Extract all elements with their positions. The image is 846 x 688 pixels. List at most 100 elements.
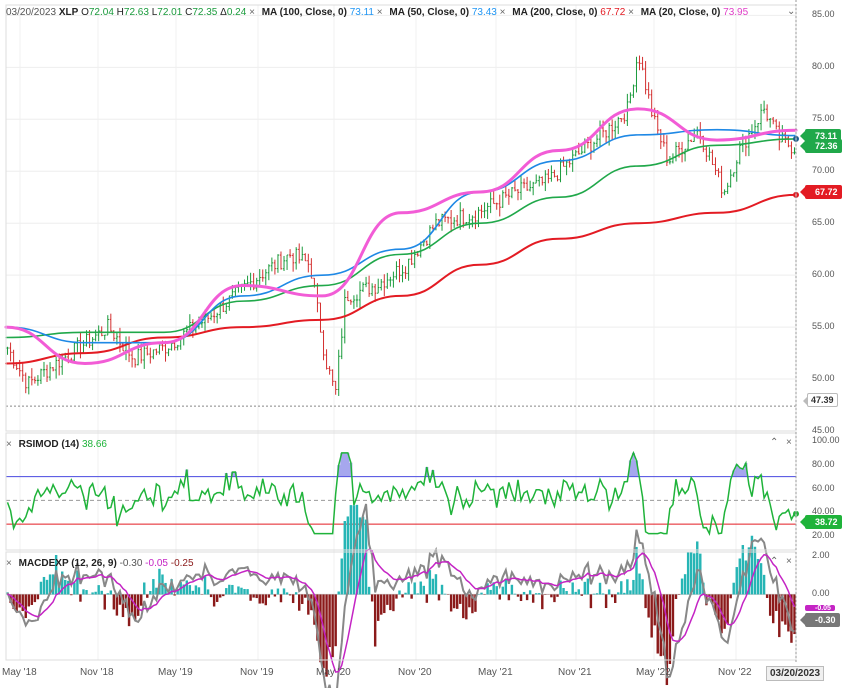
macd-signal-line xyxy=(7,548,796,673)
macd-histogram-bar xyxy=(121,594,125,618)
macd-histogram-bar xyxy=(638,573,641,595)
macd-histogram-bar xyxy=(407,582,410,595)
macd-histogram-bar xyxy=(455,594,459,609)
macd-histogram-bar xyxy=(103,594,106,610)
current-date-label: 03/20/2023 xyxy=(766,666,825,681)
macd-histogram-bar xyxy=(182,584,185,595)
macd-histogram-bar xyxy=(373,594,377,647)
macd-histogram-bar xyxy=(288,594,292,596)
macd-histogram-bar xyxy=(601,593,605,595)
macd-histogram-bar xyxy=(243,588,246,595)
macd-histogram-bar xyxy=(598,582,602,595)
macd-histogram-bar xyxy=(732,582,735,595)
macd-histogram-bar xyxy=(73,582,76,595)
ohlc-0: O72.04 xyxy=(81,7,117,18)
macd-histogram-bar xyxy=(644,594,647,609)
macd-histogram-bar xyxy=(273,594,277,597)
remove-ma-icon[interactable]: × xyxy=(628,7,634,18)
y-tick-label: 100.00 xyxy=(812,435,840,445)
macd-histogram-bar xyxy=(653,594,656,626)
macd-histogram-bar xyxy=(574,591,577,595)
macd-histogram-bar xyxy=(155,587,158,595)
macd-histogram-bar xyxy=(194,585,198,595)
remove-ma-icon[interactable]: × xyxy=(249,7,255,18)
macd-histogram-bar xyxy=(60,571,64,595)
y-tick-label: 85.00 xyxy=(812,9,835,20)
pane-frames xyxy=(5,0,797,664)
ma-line-2 xyxy=(5,128,797,344)
macd-histogram-bar xyxy=(395,594,398,599)
macd-histogram-bar xyxy=(434,574,438,595)
pane-frame xyxy=(5,432,797,551)
macd-histogram-bar xyxy=(12,594,15,609)
macd-histogram-bar xyxy=(492,582,495,595)
macd-histogram-bar xyxy=(632,579,635,595)
macd-histogram-bar xyxy=(358,517,362,595)
macd-histogram-bar xyxy=(109,590,113,595)
macd-histogram-bar xyxy=(641,579,644,595)
macd-histogram-bar xyxy=(443,593,447,595)
macd-histogram-bar xyxy=(118,594,122,605)
ma-line-3 xyxy=(4,107,798,365)
macd-histogram-bar xyxy=(267,594,271,598)
macd-histogram-bar xyxy=(550,594,553,598)
macd-histogram-bar xyxy=(386,594,389,605)
macd-histogram-bar xyxy=(225,588,228,595)
rsi-close-icon[interactable]: × xyxy=(786,437,792,448)
macd-histogram-bar xyxy=(398,590,401,595)
macd-histogram-bar xyxy=(696,541,699,595)
remove-macd-icon[interactable]: × xyxy=(6,558,12,569)
macd-histogram-bar xyxy=(70,594,73,596)
macd-signal-tag: -0.05 xyxy=(805,605,835,611)
macd-histogram-bar xyxy=(741,545,745,595)
y-tick-label: 50.00 xyxy=(812,373,835,384)
macd-histogram-bar xyxy=(650,594,653,638)
macd-histogram-bar xyxy=(714,594,717,615)
macd-histogram-bar xyxy=(626,579,629,595)
macd-histogram-bar xyxy=(222,594,225,597)
macd-histogram-bar xyxy=(185,580,189,595)
macd-histogram-bar xyxy=(462,594,465,619)
header-ma-list: × MA (100, Close, 0) 73.11 × MA (50, Clo… xyxy=(249,7,748,18)
rsi-up-icon[interactable]: ⌃ xyxy=(770,437,779,448)
x-tick-label: Nov '21 xyxy=(558,667,592,678)
remove-rsi-icon[interactable]: × xyxy=(6,439,12,450)
macd-histogram-bar xyxy=(759,563,763,595)
macd-histogram-bar xyxy=(240,587,243,595)
ma-line-1 xyxy=(5,138,797,339)
macd-histogram-bar xyxy=(76,570,79,595)
macd-histogram-bar xyxy=(18,594,21,608)
macd-histogram-bar xyxy=(249,594,252,601)
macd-histogram-bar xyxy=(297,594,301,611)
ma-line-0 xyxy=(5,193,797,365)
macd-histogram-bar xyxy=(188,585,192,595)
macd-histogram-bar xyxy=(756,558,760,595)
macd-histogram-bar xyxy=(301,594,304,605)
remove-ma-icon[interactable]: × xyxy=(376,7,383,18)
macd-histogram-bar xyxy=(48,574,52,595)
macd-histogram-bar xyxy=(762,574,766,595)
macd-histogram-bar xyxy=(765,594,769,598)
ohlc-2: L72.01 xyxy=(151,7,186,18)
collapse-icon[interactable]: ⌄ xyxy=(787,6,796,17)
macd-histogram-bar xyxy=(331,594,334,658)
macd-close-icon[interactable]: × xyxy=(786,556,792,567)
macd-tag: -0.30 xyxy=(800,613,840,627)
macd-histogram-bar xyxy=(416,593,419,595)
macd-histogram-bar xyxy=(738,558,742,595)
macd-histogram-bar xyxy=(729,594,732,599)
macd-histogram-bar xyxy=(206,589,210,595)
macd-histogram-bar xyxy=(218,594,222,598)
macd-histogram-bar xyxy=(671,594,675,637)
macd-histogram-bar xyxy=(24,594,27,619)
macd-histogram-bar xyxy=(617,592,620,595)
macd-up-icon[interactable]: ⌃ xyxy=(770,556,779,567)
macd-histogram-bar xyxy=(674,594,678,599)
macd-histogram-bar xyxy=(565,591,568,595)
macd-histogram-bar xyxy=(291,594,295,604)
macd-histogram-bar xyxy=(203,576,207,595)
macd-histogram-bar xyxy=(94,591,97,595)
macd-histogram-bar xyxy=(516,594,520,597)
remove-ma-icon[interactable]: × xyxy=(499,7,506,18)
macd-histogram-bar xyxy=(662,594,666,656)
